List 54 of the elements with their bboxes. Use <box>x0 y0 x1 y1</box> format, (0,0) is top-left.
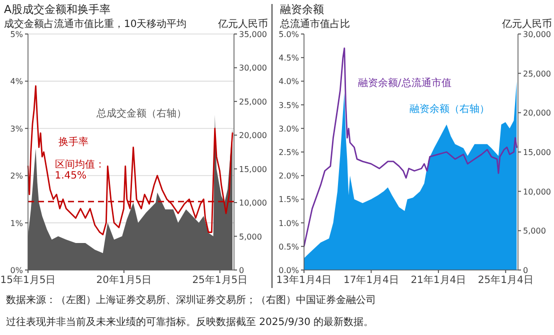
y-tick-label: 2.0% <box>278 172 300 181</box>
x-tick-label: 21年1月4日 <box>410 274 466 286</box>
y2-tick-label: 0 <box>239 266 244 275</box>
y2-axis-title: 亿元人民币 <box>217 18 268 30</box>
y2-tick-label: 25,000 <box>523 69 551 78</box>
chart-title: A股成交金额和换手率 <box>4 3 111 16</box>
y-tick-label: 5.0% <box>278 30 300 39</box>
x-tick-label: 25年1月4日 <box>478 274 534 286</box>
y-tick-label: 3% <box>10 124 24 134</box>
line-series <box>27 85 234 236</box>
y2-tick-label: 10,000 <box>523 187 551 196</box>
y-tick-label: 5% <box>10 30 24 39</box>
source-note: 数据来源：（左图）上海证券交易所、深圳证券交易所；（右图）中国证券金融公司 <box>6 294 376 306</box>
y-tick-label: 1% <box>10 218 24 228</box>
x-tick-label: 20年1月5日 <box>96 274 152 286</box>
y-axis-title: 成交金额占流通市值比重，10天移动平均 <box>4 18 187 30</box>
y2-tick-label: 30,000 <box>239 64 267 73</box>
y-tick-label: 4% <box>10 77 24 86</box>
y-tick-label: 3.5% <box>278 100 300 110</box>
y-tick-label: 4.5% <box>278 54 300 63</box>
y2-tick-label: 25,000 <box>239 97 267 106</box>
x-tick-label: 25年1月5日 <box>192 274 248 286</box>
line-series <box>303 47 518 248</box>
y2-tick-label: 0 <box>523 266 528 275</box>
y2-tick-label: 20,000 <box>523 108 551 118</box>
y2-tick-label: 20,000 <box>239 131 267 140</box>
y2-tick-label: 15,000 <box>239 164 267 174</box>
y-tick-label: 1.5% <box>278 195 300 204</box>
y2-axis-title: 亿元人民币 <box>501 18 552 30</box>
y-tick-label: 4.0% <box>278 77 300 86</box>
text: 总成交金额（右轴） <box>95 108 186 120</box>
series-label: 融资余额（右轴） <box>410 102 490 115</box>
y2-tick-label: 5,000 <box>239 232 262 242</box>
y-tick-label: 0.0% <box>278 266 300 275</box>
y2-tick-label: 10,000 <box>239 198 267 208</box>
chart-title: 融资余额 <box>280 3 324 16</box>
y-tick-label: 3.0% <box>278 124 300 134</box>
x-tick-label: 17年1月4日 <box>343 274 399 286</box>
y-tick-label: 2% <box>10 172 24 181</box>
text: 过往表现并非当前及未来业绩的可靠指标。反映数据截至 2025/9/30 的最新数据。 <box>6 316 374 328</box>
y-tick-label: 2.5% <box>278 148 300 157</box>
ref-line-label: 区间均值： 1.45% <box>54 158 105 182</box>
series-label: 换手率 <box>58 136 88 148</box>
y-tick-label: 1.0% <box>278 218 300 228</box>
y2-tick-label: 5,000 <box>523 226 546 236</box>
y-axis-title: 总流通市值占比 <box>279 18 350 30</box>
x-tick-label: 15年1月5日 <box>0 274 56 286</box>
y2-tick-label: 15,000 <box>523 148 551 157</box>
y-tick-label: 0.5% <box>278 242 300 252</box>
y2-tick-label: 35,000 <box>239 30 267 39</box>
y2-tick-label: 30,000 <box>523 30 551 39</box>
x-tick-label: 13年1月4日 <box>276 274 332 286</box>
series-label: 融资余额/总流通市值 <box>358 76 452 89</box>
y-tick-label: 0% <box>10 266 24 275</box>
